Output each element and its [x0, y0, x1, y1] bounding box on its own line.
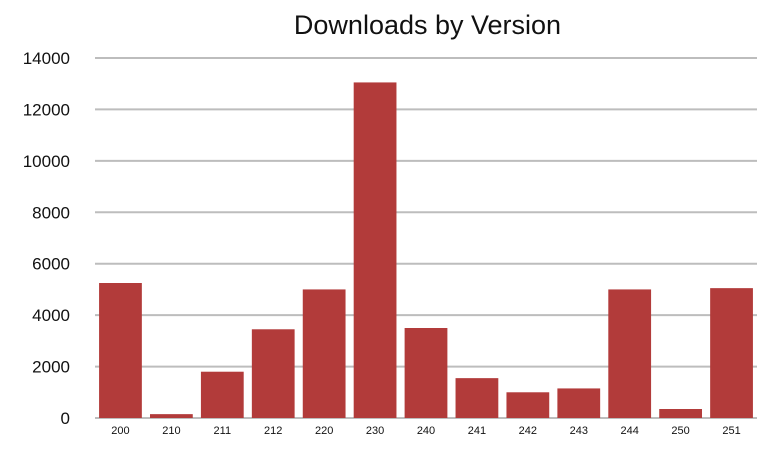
x-tick-label: 230: [366, 425, 384, 437]
bar-244: [608, 289, 651, 418]
bar-220: [303, 289, 346, 418]
bar-243: [557, 388, 600, 418]
bar-251: [710, 288, 753, 418]
x-tick-label: 244: [621, 425, 639, 437]
x-axis-tick-labels: 200 210 211 212 220 230 240 241 242 243 244 250 251: [111, 425, 740, 437]
y-tick-label: 10000: [23, 152, 70, 171]
bar-230: [354, 82, 397, 418]
y-tick-label: 12000: [23, 100, 70, 119]
bar-241: [456, 378, 499, 418]
x-tick-label: 251: [722, 425, 740, 437]
bar-200: [99, 283, 142, 418]
bar-layer: [99, 82, 753, 418]
y-tick-label: 6000: [32, 255, 70, 274]
x-tick-label: 243: [570, 425, 588, 437]
y-tick-label: 8000: [32, 203, 70, 222]
y-tick-label: 14000: [23, 49, 70, 68]
x-tick-label: 242: [519, 425, 537, 437]
bar-240: [405, 328, 448, 418]
bar-242: [506, 392, 549, 418]
x-tick-label: 220: [315, 425, 333, 437]
y-axis-tick-labels: 0 2000 4000 6000 8000 10000 12000 14000: [23, 49, 70, 428]
bar-210: [150, 414, 193, 418]
x-tick-label: 212: [264, 425, 282, 437]
x-tick-label: 250: [671, 425, 689, 437]
bar-250: [659, 409, 702, 418]
x-tick-label: 241: [468, 425, 486, 437]
y-tick-label: 2000: [32, 358, 70, 377]
x-tick-label: 210: [162, 425, 180, 437]
x-tick-label: 211: [214, 425, 232, 437]
x-tick-label: 240: [417, 425, 435, 437]
bar-212: [252, 329, 295, 418]
x-tick-label: 200: [111, 425, 129, 437]
bar-211: [201, 372, 244, 418]
y-tick-label: 0: [61, 409, 70, 428]
y-tick-label: 4000: [32, 306, 70, 325]
